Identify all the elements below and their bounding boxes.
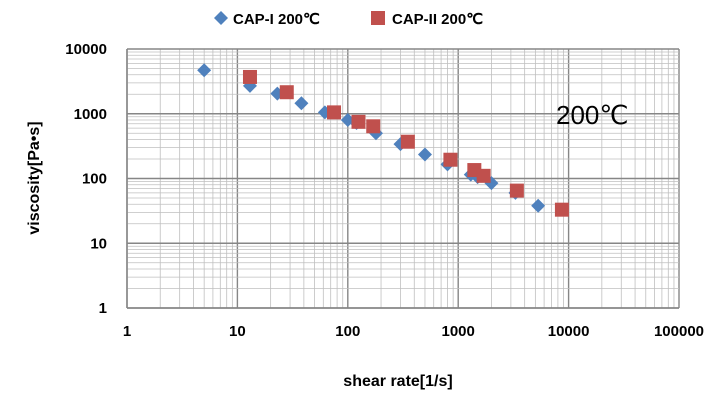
data-points <box>197 63 569 217</box>
series-cap-i <box>197 63 546 213</box>
y-tick-label: 10 <box>90 235 107 252</box>
legend-item-cap-ii: CAP-II 200℃ <box>371 11 483 28</box>
data-point-square <box>366 119 381 134</box>
x-tick-label: 100 <box>335 323 360 340</box>
data-point-square <box>443 152 458 167</box>
y-tick-label: 1000 <box>74 106 107 123</box>
y-axis-title: viscosity[Pa•s] <box>26 121 43 234</box>
x-axis-title: shear rate[1/s] <box>343 373 452 390</box>
x-tick-label: 1 <box>123 323 131 340</box>
legend-item-cap-i: CAP-I 200℃ <box>214 11 320 28</box>
x-tick-label: 1000 <box>442 323 475 340</box>
series-cap-ii <box>242 69 569 217</box>
x-tick-labels: 1 10 100 1000 10000 100000 <box>123 323 704 340</box>
data-point-diamond <box>294 96 309 111</box>
legend-marker-diamond <box>214 11 228 25</box>
data-point-square <box>279 85 294 100</box>
data-point-square <box>351 114 366 129</box>
legend-label-cap-ii: CAP-II 200℃ <box>392 11 483 28</box>
data-point-diamond <box>417 147 432 162</box>
data-point-square <box>476 168 491 183</box>
x-tick-label: 10 <box>229 323 246 340</box>
legend-marker-square <box>371 11 385 25</box>
legend: CAP-I 200℃ CAP-II 200℃ <box>214 11 483 28</box>
data-point-square <box>242 69 257 84</box>
x-tick-label: 10000 <box>548 323 590 340</box>
x-tick-label: 100000 <box>654 323 704 340</box>
y-tick-label: 1 <box>99 300 107 317</box>
data-point-square <box>509 183 524 198</box>
data-point-square <box>400 134 415 149</box>
grid <box>126 48 680 309</box>
data-point-diamond <box>197 63 212 78</box>
data-point-square <box>554 202 569 217</box>
axes <box>126 49 679 309</box>
temperature-annotation: 200℃ <box>556 100 629 130</box>
y-tick-label: 10000 <box>65 41 107 58</box>
y-tick-labels: 1 10 100 1000 10000 <box>65 41 107 317</box>
y-tick-label: 100 <box>82 171 107 188</box>
legend-label-cap-i: CAP-I 200℃ <box>233 11 320 28</box>
data-point-square <box>327 105 342 120</box>
data-point-diamond <box>531 198 546 213</box>
